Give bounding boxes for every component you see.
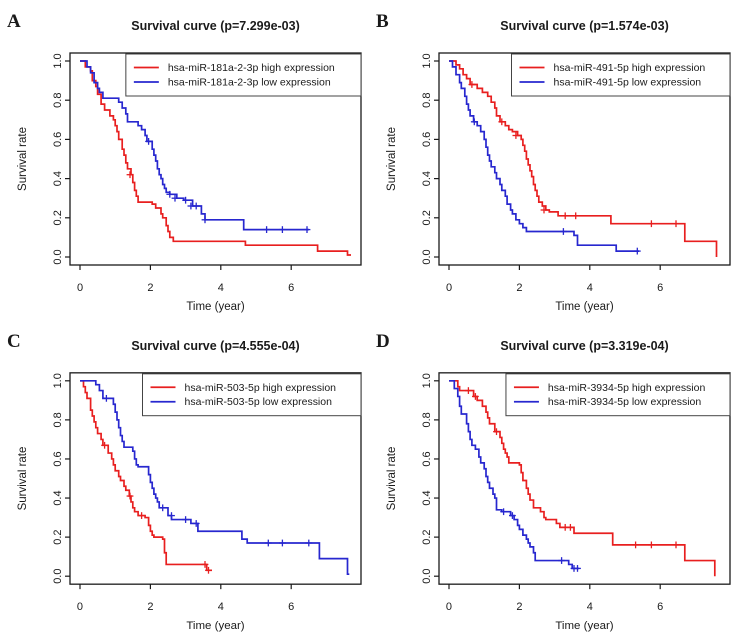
plot-box	[438, 372, 731, 585]
panel-b: B Survival curve (p=1.574e-03) 0 2 4 6 0.0 0.2 0…	[369, 0, 739, 320]
panel-letter: B	[376, 11, 389, 32]
x-axis-tick-label: 6	[657, 282, 663, 294]
x-axis-label: Time (year)	[186, 301, 245, 313]
legend-label-high: hsa-miR-181a-2-3p high expression	[168, 62, 335, 74]
legend-label-high: hsa-miR-3934-5p high expression	[548, 383, 706, 394]
y-axis-tick-label: 0.0	[421, 569, 433, 584]
x-axis-label: Time (year)	[186, 620, 244, 632]
legend-label-low: hsa-miR-181a-2-3p low expression	[168, 77, 331, 89]
survival-plot-d: D Survival curve (p=3.319e-04) 0 2 4 6 0.0 0.2 0…	[376, 331, 731, 632]
survival-curve-high	[80, 379, 212, 572]
y-axis-tick-label: 0.8	[421, 412, 433, 427]
x-axis-tick-label: 2	[147, 282, 153, 294]
survival-curve-high	[449, 60, 718, 257]
survival-plot-a: A Survival curve (p=7.299e-03) 0 2 4 6 0.0 0.2 0…	[7, 11, 362, 313]
y-axis-tick-label: 0.4	[52, 171, 64, 186]
panel-a: A Survival curve (p=7.299e-03) 0 2 4 6 0.0 0.2 0…	[0, 0, 370, 320]
plot-box	[69, 52, 362, 266]
panel-letter: D	[376, 331, 390, 352]
legend-label-low: hsa-miR-503-5p low expression	[184, 397, 332, 408]
y-axis-tick-label: 0.0	[52, 249, 64, 264]
x-axis-tick-label: 4	[218, 282, 224, 294]
legend-box	[125, 53, 362, 97]
y-axis-tick-label: 0.6	[421, 451, 433, 466]
legend-box	[142, 373, 362, 417]
x-axis-tick-label: 4	[218, 601, 224, 613]
y-axis-tick-label: 0.0	[421, 249, 433, 264]
legend-label-low: hsa-miR-3934-5p low expression	[548, 397, 701, 408]
y-axis-tick-label: 0.0	[52, 569, 64, 584]
y-axis-tick-label: 1.0	[421, 373, 433, 388]
legend-label-high: hsa-miR-503-5p high expression	[184, 383, 336, 394]
y-axis-tick-label: 0.2	[421, 530, 433, 545]
panel-c: C Survival curve (p=4.555e-04) 0 2 4 6 0.0 0.2 0…	[0, 320, 370, 639]
y-axis-tick-label: 0.6	[52, 132, 64, 147]
x-axis-tick-label: 0	[77, 282, 83, 294]
survival-curve-high	[80, 60, 351, 256]
y-axis-label: Survival rate	[17, 447, 29, 511]
x-axis-tick-label: 6	[288, 601, 294, 613]
y-axis-tick-label: 0.8	[421, 93, 433, 108]
y-axis-tick-label: 0.2	[421, 210, 433, 225]
survival-curve-low	[80, 379, 350, 576]
x-axis-tick-label: 0	[77, 601, 83, 613]
x-axis-tick-label: 4	[587, 282, 593, 294]
x-axis-label: Time (year)	[555, 620, 613, 632]
y-axis-tick-label: 0.4	[421, 171, 433, 186]
x-axis-tick-label: 6	[288, 282, 294, 294]
y-axis-tick-label: 0.6	[421, 132, 433, 147]
y-axis-label: Survival rate	[386, 447, 398, 511]
x-axis-tick-label: 2	[516, 282, 522, 294]
plot-box	[69, 372, 362, 585]
survival-plot-c: C Survival curve (p=4.555e-04) 0 2 4 6 0.0 0.2 0…	[7, 331, 362, 632]
chart-title: Survival curve (p=7.299e-03)	[131, 19, 300, 33]
x-axis-tick-label: 6	[657, 601, 663, 613]
chart-title: Survival curve (p=1.574e-03)	[500, 19, 669, 33]
y-axis-tick-label: 0.2	[52, 210, 64, 225]
legend-box	[505, 373, 731, 417]
legend-label-high: hsa-miR-491-5p high expression	[554, 62, 706, 74]
x-axis-tick-label: 4	[587, 601, 593, 613]
y-axis-tick-label: 0.4	[421, 490, 433, 505]
y-axis-tick-label: 0.6	[52, 451, 64, 466]
x-axis-tick-label: 0	[446, 601, 452, 613]
chart-title: Survival curve (p=4.555e-04)	[131, 339, 299, 353]
y-axis-label: Survival rate	[17, 127, 29, 191]
survival-curve-low	[80, 60, 309, 231]
legend-label-low: hsa-miR-491-5p low expression	[554, 77, 702, 89]
x-axis-tick-label: 2	[147, 601, 153, 613]
panel-letter: C	[7, 331, 21, 352]
y-axis-tick-label: 0.2	[52, 530, 64, 545]
x-axis-label: Time (year)	[555, 301, 614, 313]
x-axis-tick-label: 2	[516, 601, 522, 613]
y-axis-tick-label: 1.0	[421, 53, 433, 68]
y-axis-tick-label: 0.8	[52, 93, 64, 108]
panel-letter: A	[7, 11, 21, 32]
legend-box	[511, 53, 731, 97]
survival-curve-low	[449, 60, 640, 252]
survival-plot-b: B Survival curve (p=1.574e-03) 0 2 4 6 0.0 0.2 0…	[376, 11, 731, 313]
survival-curve-high	[449, 379, 716, 577]
y-axis-tick-label: 0.8	[52, 412, 64, 427]
panel-d: D Survival curve (p=3.319e-04) 0 2 4 6 0.0 0.2 0…	[369, 320, 739, 639]
plot-box	[438, 52, 731, 266]
y-axis-label: Survival rate	[386, 127, 398, 191]
y-axis-tick-label: 0.4	[52, 490, 64, 505]
y-axis-tick-label: 1.0	[52, 373, 64, 388]
x-axis-tick-label: 0	[446, 282, 452, 294]
survival-curve-low	[449, 379, 580, 570]
chart-title: Survival curve (p=3.319e-04)	[500, 339, 668, 353]
y-axis-tick-label: 1.0	[52, 53, 64, 68]
